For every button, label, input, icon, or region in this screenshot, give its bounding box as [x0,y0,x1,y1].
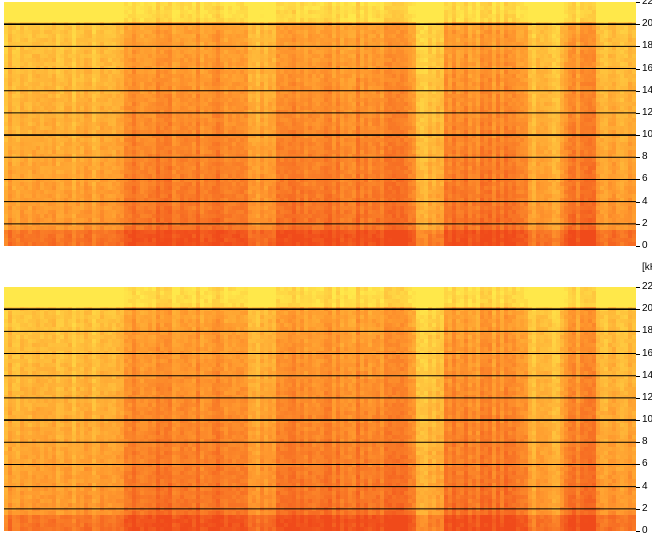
spectrogram-panel-top [4,2,636,246]
axis-tick [636,157,640,159]
axis-tick [636,464,640,466]
axis-tick-label: 16 [642,347,652,359]
axis-tick [636,309,640,311]
axis-tick [636,246,640,247]
frequency-axis-bottom: 0 2 4 6 8 10 12 14 16 18 20 22 [636,281,652,536]
axis-tick-label: 8 [642,436,648,448]
axis-tick-label: 10 [642,129,652,141]
axis-tick-label: 20 [642,18,652,30]
axis-tick-label: 16 [642,62,652,74]
axis-tick [636,420,640,422]
axis-tick [636,508,640,510]
axis-tick [636,90,640,92]
frequency-axis-top: 0 2 4 6 8 10 12 14 16 18 20 22 [636,0,652,251]
frequency-unit-label: [kH [642,262,652,273]
axis-tick-label: 14 [642,369,652,381]
axis-tick [636,375,640,377]
axis-tick [636,353,640,355]
axis-tick-label: 2 [642,502,648,514]
axis-tick-label: 6 [642,458,648,470]
axis-tick [636,135,640,137]
axis-tick-label: 0 [642,240,648,251]
spectrogram-top-canvas [4,2,636,246]
axis-tick-label: 4 [642,195,648,207]
axis-tick [636,2,640,3]
axis-tick-label: 10 [642,414,652,426]
axis-tick-label: 12 [642,106,652,118]
axis-tick-label: 12 [642,391,652,403]
axis-tick-label: 8 [642,151,648,163]
axis-tick-label: 14 [642,84,652,96]
axis-tick [636,179,640,181]
axis-tick [636,531,640,532]
axis-tick-label: 0 [642,525,648,536]
axis-tick [636,287,640,288]
axis-tick [636,223,640,225]
axis-tick [636,486,640,488]
axis-tick-label: 18 [642,40,652,52]
axis-tick-label: 6 [642,173,648,185]
axis-tick [636,331,640,333]
spectrogram-bottom-canvas [4,287,636,531]
axis-tick [636,442,640,444]
axis-tick [636,201,640,203]
axis-tick [636,46,640,48]
axis-tick [636,112,640,114]
axis-tick [636,24,640,26]
axis-tick-label: 22 [642,281,652,292]
axis-tick [636,397,640,399]
axis-tick-label: 20 [642,303,652,315]
spectrogram-panel-bottom [4,287,636,531]
axis-tick [636,68,640,70]
axis-tick-label: 4 [642,480,648,492]
axis-tick-label: 18 [642,325,652,337]
axis-tick-label: 22 [642,0,652,7]
axis-tick-label: 2 [642,217,648,229]
